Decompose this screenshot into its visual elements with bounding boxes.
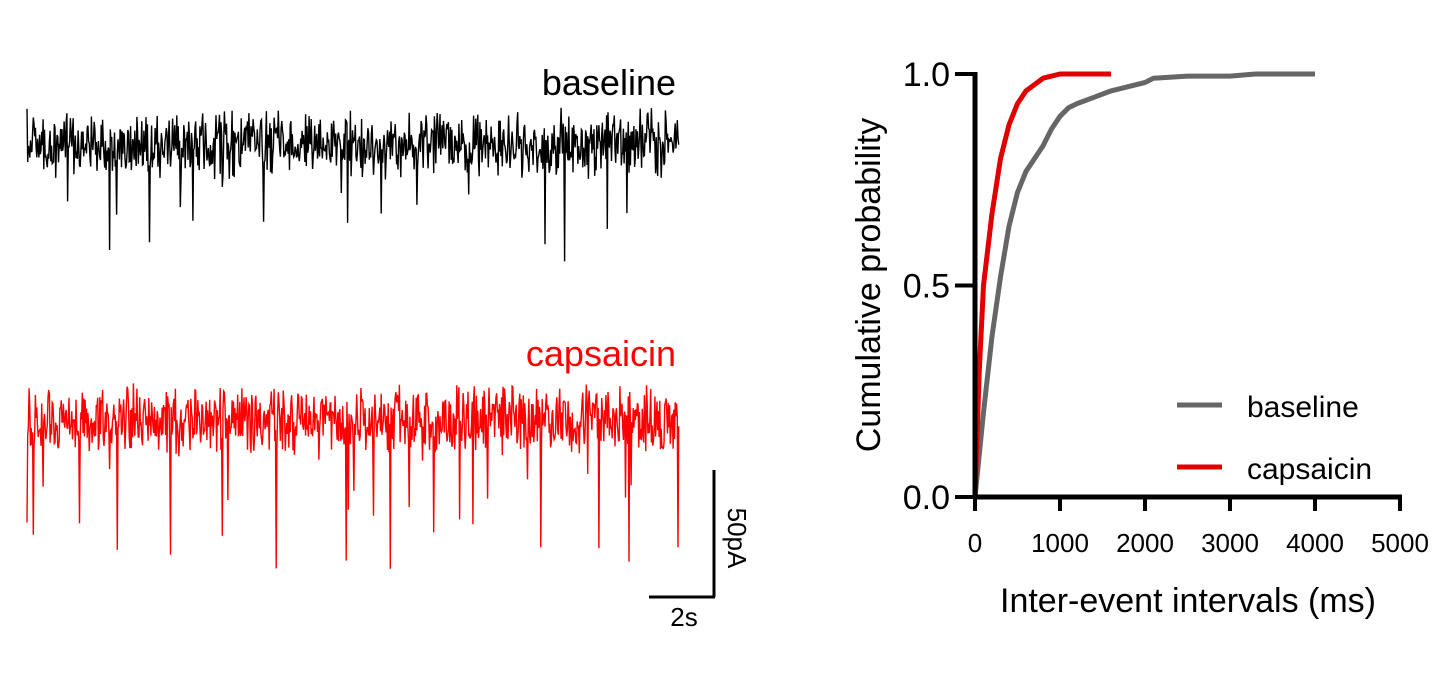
y-tick-label-1.0: 1.0 [903, 56, 950, 94]
legend-label-capsaicin: capsaicin [1247, 453, 1372, 486]
series-line-baseline [972, 71, 1315, 498]
x-tick-label-0: 0 [968, 528, 982, 558]
x-axis-title: Inter-event intervals (ms) [1000, 582, 1376, 620]
scale-bar-time-label: 2s [670, 602, 697, 632]
baseline-trace [26, 107, 680, 262]
x-tick-label-1000: 1000 [1031, 528, 1089, 558]
y-axis-title: Cumulative probability [850, 118, 888, 453]
x-tick-label-3000: 3000 [1201, 528, 1259, 558]
baseline-trace-label: baseline [542, 62, 676, 103]
x-tick-label-2000: 2000 [1116, 528, 1174, 558]
y-tick-label-0.5: 0.5 [903, 268, 950, 306]
x-tick-label-4000: 4000 [1286, 528, 1344, 558]
series-layer [972, 71, 1315, 498]
y-tick-label-0.0: 0.0 [903, 479, 950, 517]
scale-bar-current-label: 50pA [722, 508, 752, 569]
axes-layer: 0 1000 2000 3000 4000 5000 0.0 0.5 1.0 [903, 56, 1429, 558]
capsaicin-trace-label: capsaicin [526, 333, 676, 374]
cdf-chart: 0 1000 2000 3000 4000 5000 0.0 0.5 1.0 Cumulativ… [850, 56, 1429, 620]
legend-label-baseline: baseline [1247, 391, 1359, 424]
traces-panel: baseline capsaicin 50pA 2s [26, 62, 752, 632]
series-line-capsaicin [972, 71, 1111, 498]
capsaicin-trace [26, 383, 680, 569]
legend: baseline capsaicin [1177, 391, 1372, 486]
x-tick-label-5000: 5000 [1371, 528, 1429, 558]
scale-bar: 50pA 2s [649, 470, 752, 632]
